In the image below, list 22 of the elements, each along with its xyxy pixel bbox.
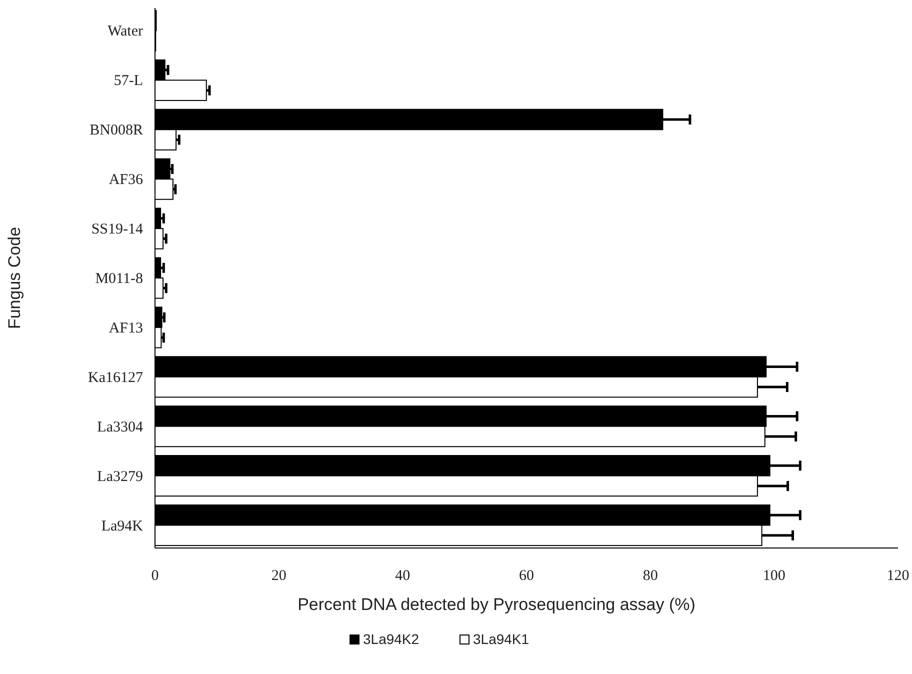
y-tick-label: La3279 xyxy=(97,468,143,485)
y-tick-label: AF13 xyxy=(108,320,143,336)
x-tick-label: 40 xyxy=(395,568,410,584)
x-tick-label: 0 xyxy=(151,568,159,584)
y-tick-label: Ka16127 xyxy=(88,370,144,386)
y-tick-label: 57-L xyxy=(114,73,143,90)
y-tick-label: SS19-14 xyxy=(91,222,144,238)
x-tick-label: 80 xyxy=(642,568,658,584)
x-tick-label: 60 xyxy=(519,568,534,584)
legend-label: 3La94K1 xyxy=(473,631,530,647)
y-tick-label: AF36 xyxy=(108,172,144,188)
x-axis-title: Percent DNA detected by Pyrosequencing assay (%) xyxy=(298,595,696,614)
y-tick-label: Water xyxy=(108,24,143,40)
y-axis-title: Fungus Code xyxy=(5,226,24,330)
x-tick-label: 100 xyxy=(762,568,786,584)
x-tick-label: 120 xyxy=(886,568,910,584)
y-tick-label: La94K xyxy=(101,518,144,534)
y-tick-label: BN008R xyxy=(90,122,143,139)
legend-label: 3La94K2 xyxy=(363,631,420,647)
y-tick-label: M011-8 xyxy=(95,271,143,287)
x-tick-label: 20 xyxy=(271,568,286,584)
y-tick-label: La3304 xyxy=(97,419,144,436)
